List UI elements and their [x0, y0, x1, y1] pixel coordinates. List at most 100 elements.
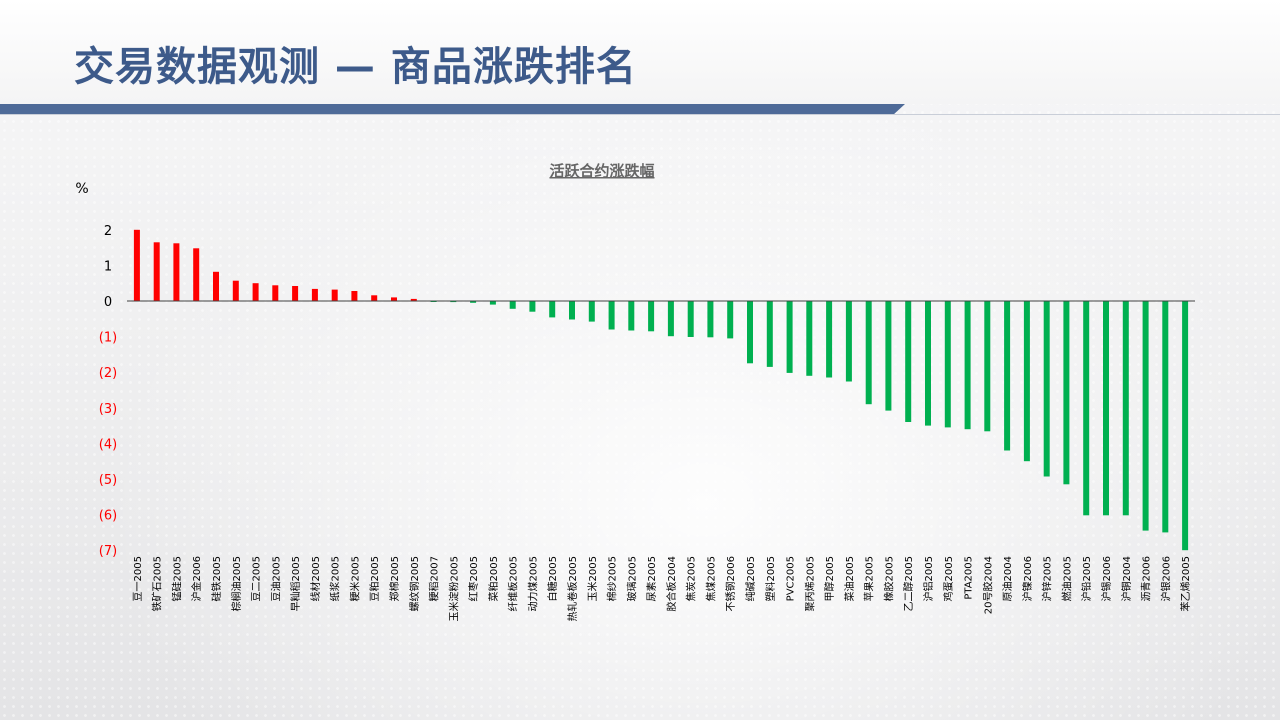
bar — [193, 248, 200, 301]
x-tick-label: 沪镍2006 — [1021, 556, 1034, 601]
x-tick-label: 豆一2005 — [132, 556, 144, 601]
y-tick-label: (5) — [99, 473, 117, 488]
bar — [628, 301, 635, 331]
title-rule — [0, 104, 905, 114]
bar — [252, 283, 259, 301]
bar — [905, 301, 912, 422]
bar — [648, 301, 655, 332]
x-tick-label: 菜油2005 — [843, 556, 856, 601]
x-tick-label: 20号胶2004 — [981, 556, 994, 614]
x-tick-label: 螺纹钢2005 — [408, 556, 421, 611]
bar — [944, 301, 951, 428]
x-tick-label: 苹果2005 — [863, 556, 876, 601]
x-tick-label: PVC2005 — [786, 556, 797, 601]
y-tick-label: (1) — [99, 331, 117, 346]
bar — [925, 301, 931, 426]
x-axis-labels: 豆一2005 铁矿石2005 锰硅2005 沪金2006 硅铁2005 棕榈油2005 豆二… — [132, 556, 1192, 621]
x-tick-label: 粳米2005 — [348, 556, 361, 601]
x-tick-label: 沪银2006 — [1159, 556, 1172, 601]
bar — [470, 301, 477, 303]
x-tick-label: 焦煤2005 — [704, 556, 717, 601]
bar — [747, 301, 753, 364]
x-tick-label: 原油2004 — [1001, 556, 1014, 601]
bar — [549, 301, 556, 318]
x-tick-label: 燃油2005 — [1060, 556, 1073, 601]
x-tick-label: 豆二2005 — [251, 556, 263, 601]
bar — [509, 301, 516, 309]
bar — [391, 297, 397, 301]
x-tick-label: 塑料2005 — [764, 556, 777, 601]
x-tick-label: 棉纱2005 — [606, 556, 619, 601]
x-tick-label: 豆油2005 — [269, 556, 282, 601]
y-tick-label: (3) — [99, 402, 117, 417]
bar — [845, 301, 852, 382]
x-tick-label: 粳稻2007 — [428, 556, 441, 601]
bar — [529, 301, 536, 312]
y-tick-label: (2) — [99, 366, 117, 381]
bar — [964, 301, 971, 430]
x-tick-label: 玻璃2005 — [625, 556, 638, 601]
x-tick-label: 尿素2005 — [645, 556, 658, 601]
x-tick-label: 沪锌2005 — [1041, 556, 1054, 601]
x-tick-label: 沥青2006 — [1140, 556, 1153, 601]
x-tick-label: 苯乙烯2005 — [1179, 556, 1192, 611]
bar — [371, 295, 378, 301]
bar — [687, 301, 694, 337]
bar — [1103, 301, 1109, 516]
bar — [1063, 301, 1070, 485]
x-tick-label: 玉米淀粉2005 — [447, 556, 460, 621]
y-tick-label: 0 — [104, 295, 112, 310]
x-tick-label: 纤维板2005 — [507, 556, 520, 611]
bar — [292, 286, 299, 301]
bar — [1182, 301, 1189, 551]
bar — [232, 280, 239, 301]
bar — [1142, 301, 1149, 531]
bar — [133, 229, 140, 301]
bar — [173, 243, 180, 301]
y-axis-ticks: 2 1 0 (1) (2) (3) (4) (5) (6) (7) — [99, 224, 117, 559]
bar — [272, 285, 279, 301]
bar — [1162, 301, 1169, 533]
bar — [489, 301, 496, 305]
x-tick-label: 白糖2005 — [546, 556, 559, 601]
x-tick-label: 甲醇2005 — [823, 556, 836, 601]
x-tick-label: 硅铁2005 — [210, 556, 223, 601]
bar — [588, 301, 595, 322]
bar — [707, 301, 714, 338]
bar — [569, 301, 575, 320]
bar — [1122, 301, 1129, 516]
x-tick-label: 菜粕2005 — [487, 556, 500, 601]
header-bar — [0, 0, 1280, 104]
bar — [865, 301, 872, 405]
x-tick-label: 豆粕2005 — [368, 556, 381, 601]
x-tick-label: 焦炭2005 — [685, 556, 698, 601]
y-axis-unit-label: % — [75, 181, 88, 197]
x-tick-label: 热轧卷板2005 — [566, 556, 579, 621]
bar — [826, 301, 833, 378]
bar — [1023, 301, 1030, 462]
bar — [331, 289, 338, 301]
bar — [1083, 301, 1090, 516]
x-tick-label: 锰硅2005 — [170, 556, 183, 601]
x-tick-label: 沪金2006 — [190, 556, 203, 601]
bar — [885, 301, 892, 411]
x-tick-label: 郑棉2005 — [388, 556, 401, 601]
bar — [450, 301, 457, 303]
bar — [806, 301, 813, 376]
x-tick-label: 沪铜2004 — [1120, 556, 1133, 601]
y-tick-label: 2 — [104, 224, 112, 239]
x-tick-label: 胶合板2004 — [665, 556, 678, 611]
x-tick-label: 红枣2005 — [467, 556, 480, 601]
y-tick-label: (7) — [99, 544, 117, 559]
x-tick-label: 棕榈油2005 — [230, 556, 243, 611]
x-tick-label: 早籼稻2005 — [289, 556, 302, 611]
bar — [984, 301, 991, 432]
x-tick-label: 沪铅2005 — [1080, 556, 1093, 601]
title-rule-thin — [0, 114, 1280, 115]
x-tick-label: 沪铝2005 — [922, 556, 935, 601]
bar — [410, 298, 417, 301]
bar — [608, 301, 615, 330]
bar-series — [133, 229, 1189, 551]
